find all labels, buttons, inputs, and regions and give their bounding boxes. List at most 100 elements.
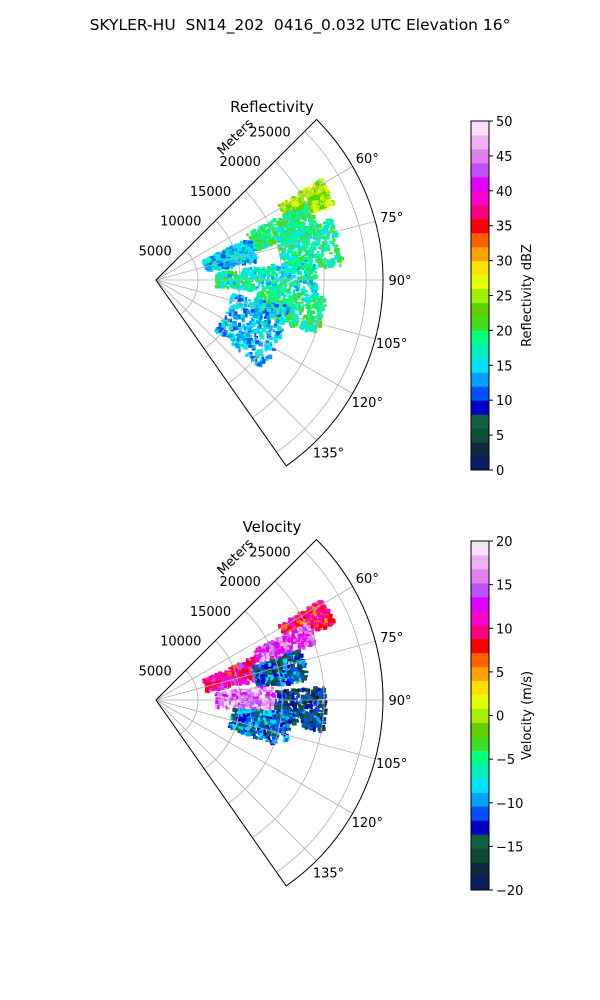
echo-pixel — [304, 715, 308, 720]
echo-pixel — [313, 301, 316, 306]
echo-pixel — [229, 264, 234, 270]
echo-pixel — [278, 334, 283, 340]
echo-pixel — [221, 691, 225, 695]
echo-pixel — [288, 282, 294, 286]
echo-pixel — [243, 337, 249, 342]
echo-pixel — [294, 615, 298, 620]
echo-pixel — [204, 266, 208, 270]
echo-pixel — [265, 659, 270, 663]
echo-pixel — [262, 659, 265, 663]
echo-pixel — [219, 685, 224, 689]
echo-pixel — [303, 270, 309, 275]
echo-pixel — [246, 277, 250, 281]
echo-pixel — [319, 614, 324, 618]
colorbar-segment — [471, 330, 489, 345]
echo-pixel — [273, 223, 277, 226]
echo-pixel — [334, 255, 340, 260]
echo-pixel — [230, 286, 236, 289]
echo-pixel — [300, 197, 305, 201]
echo-pixel — [254, 340, 260, 345]
echo-pixel — [309, 191, 314, 197]
echo-pixel — [322, 606, 325, 611]
echo-pixel — [243, 308, 248, 314]
echo-pixel — [250, 230, 256, 236]
echo-pixel — [291, 709, 297, 712]
echo-pixel — [250, 311, 254, 317]
echo-pixel — [309, 694, 313, 699]
echo-pixel — [298, 311, 302, 316]
echo-pixel — [244, 666, 249, 670]
echo-pixel — [287, 634, 291, 638]
echo-pixel — [294, 198, 298, 203]
echo-pixel — [284, 694, 288, 700]
echo-pixel — [229, 327, 233, 331]
echo-pixel — [259, 272, 263, 275]
echo-pixel — [256, 239, 260, 242]
echo-pixel — [284, 298, 290, 302]
echo-pixel — [318, 703, 322, 707]
echo-pixel — [284, 720, 290, 726]
echo-pixel — [307, 628, 312, 631]
echo-pixel — [335, 251, 340, 257]
echo-pixel — [293, 247, 296, 250]
echo-pixel — [314, 230, 318, 235]
echo-pixel — [281, 223, 286, 226]
echo-pixel — [244, 285, 249, 291]
echo-pixel — [260, 705, 266, 709]
echo-pixel — [217, 258, 220, 261]
echo-pixel — [247, 253, 250, 256]
echo-pixel — [324, 619, 328, 623]
range-tick-label: 15000 — [190, 185, 231, 200]
echo-pixel — [322, 621, 325, 624]
echo-pixel — [214, 693, 218, 697]
echo-pixel — [225, 261, 229, 264]
echo-pixel — [287, 621, 291, 625]
echo-pixel — [293, 262, 297, 266]
echo-pixel — [316, 601, 319, 605]
echo-pixel — [298, 667, 302, 670]
echo-pixel — [299, 699, 303, 705]
echo-pixel — [243, 698, 249, 701]
echo-pixel — [221, 251, 226, 254]
echo-pixel — [232, 321, 237, 326]
echo-pixel — [320, 231, 325, 236]
echo-pixel — [268, 641, 271, 644]
echo-pixel — [266, 284, 270, 290]
echo-pixel — [288, 320, 291, 325]
echo-pixel — [296, 620, 301, 625]
echo-pixel — [254, 694, 259, 700]
echo-pixel — [261, 237, 265, 241]
echo-pixel — [268, 290, 274, 295]
echo-pixel — [215, 260, 218, 265]
echo-pixel — [260, 317, 263, 320]
echo-pixel — [263, 645, 268, 649]
echo-pixel — [300, 715, 304, 720]
echo-pixel — [275, 273, 279, 276]
echo-pixel — [295, 231, 298, 237]
echo-pixel — [296, 615, 301, 619]
echo-pixel — [311, 303, 315, 309]
echo-pixel — [204, 687, 210, 693]
echo-pixel — [265, 269, 271, 272]
echo-pixel — [329, 252, 333, 255]
colorbar-tick-label: 20 — [496, 324, 513, 339]
echo-pixel — [273, 288, 277, 293]
echo-pixel — [310, 310, 316, 315]
echo-pixel — [311, 246, 317, 251]
echo-pixel — [263, 269, 267, 274]
echo-pixel — [217, 261, 221, 267]
echo-pixel — [253, 655, 257, 659]
echo-pixel — [316, 200, 320, 205]
echo-pixel — [314, 602, 317, 606]
range-tick-label: 25000 — [249, 125, 290, 140]
echo-pixel — [286, 236, 290, 241]
echo-pixel — [271, 325, 277, 328]
echo-pixel — [304, 704, 309, 710]
echo-pixel — [251, 688, 256, 693]
echo-pixel — [294, 222, 299, 227]
echo-pixel — [268, 279, 272, 284]
echo-pixel — [299, 324, 302, 329]
echo-pixel — [259, 291, 262, 295]
echo-pixel — [313, 208, 319, 213]
echo-pixel — [268, 303, 271, 308]
